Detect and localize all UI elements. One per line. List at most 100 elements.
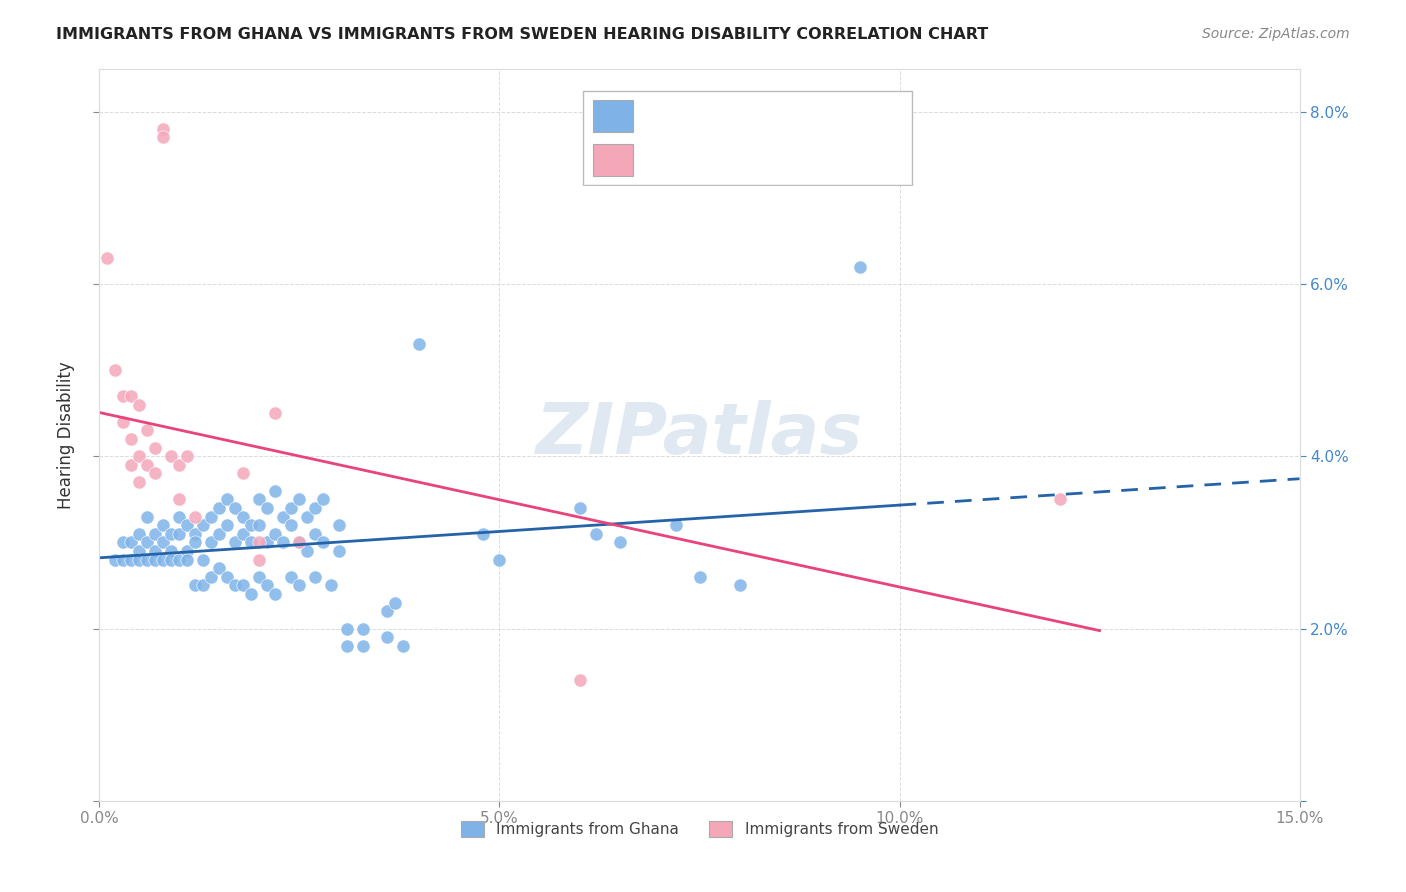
Point — [728, 578, 751, 592]
Point — [176, 518, 198, 533]
Point — [193, 552, 215, 566]
Point — [160, 552, 183, 566]
Point — [169, 509, 191, 524]
Point — [328, 544, 350, 558]
Point — [609, 535, 631, 549]
Point — [136, 509, 159, 524]
Point — [336, 639, 359, 653]
Point — [145, 526, 167, 541]
Point — [232, 467, 254, 481]
Point — [136, 535, 159, 549]
Point — [145, 467, 167, 481]
Point — [145, 441, 167, 455]
Point — [121, 552, 143, 566]
Point — [264, 406, 287, 420]
Point — [200, 509, 222, 524]
Point — [249, 570, 271, 584]
Point — [160, 449, 183, 463]
Point — [136, 458, 159, 472]
Point — [152, 552, 174, 566]
Point — [136, 552, 159, 566]
Point — [240, 535, 263, 549]
Point — [288, 578, 311, 592]
Point — [112, 415, 135, 429]
Point — [488, 552, 510, 566]
Point — [224, 500, 246, 515]
Point — [224, 535, 246, 549]
Point — [169, 458, 191, 472]
Point — [689, 570, 711, 584]
Point — [145, 544, 167, 558]
Point — [249, 492, 271, 507]
Point — [240, 518, 263, 533]
Point — [408, 337, 430, 351]
Point — [273, 535, 295, 549]
Point — [848, 260, 870, 274]
Point — [232, 509, 254, 524]
Point — [128, 449, 150, 463]
Point — [145, 552, 167, 566]
Point — [128, 552, 150, 566]
Point — [249, 518, 271, 533]
Point — [160, 544, 183, 558]
Point — [104, 552, 127, 566]
Point — [208, 526, 231, 541]
Point — [152, 518, 174, 533]
Point — [280, 570, 302, 584]
Point — [353, 622, 375, 636]
Point — [217, 492, 239, 507]
Point — [200, 535, 222, 549]
Point — [280, 500, 302, 515]
Point — [377, 604, 399, 618]
Point — [256, 535, 278, 549]
Point — [288, 535, 311, 549]
Point — [312, 492, 335, 507]
Point — [1049, 492, 1071, 507]
Point — [304, 570, 326, 584]
Point — [217, 518, 239, 533]
Point — [121, 535, 143, 549]
Point — [232, 526, 254, 541]
Point — [568, 500, 591, 515]
Point — [184, 509, 207, 524]
Point — [280, 518, 302, 533]
Point — [128, 526, 150, 541]
Point — [136, 424, 159, 438]
Point — [169, 552, 191, 566]
Point — [240, 587, 263, 601]
Point — [304, 526, 326, 541]
Point — [336, 622, 359, 636]
Point — [193, 518, 215, 533]
Point — [184, 526, 207, 541]
Point — [288, 535, 311, 549]
Point — [392, 639, 415, 653]
Point — [176, 449, 198, 463]
Point — [217, 570, 239, 584]
Point — [184, 578, 207, 592]
Legend: Immigrants from Ghana, Immigrants from Sweden: Immigrants from Ghana, Immigrants from S… — [453, 814, 946, 845]
Point — [224, 578, 246, 592]
Point — [208, 561, 231, 575]
Point — [384, 596, 406, 610]
Point — [112, 389, 135, 403]
Point — [288, 492, 311, 507]
Point — [200, 570, 222, 584]
Point — [256, 500, 278, 515]
Point — [664, 518, 686, 533]
Point — [193, 578, 215, 592]
Point — [568, 673, 591, 688]
Point — [112, 552, 135, 566]
Y-axis label: Hearing Disability: Hearing Disability — [58, 361, 75, 508]
Point — [297, 544, 319, 558]
Point — [121, 389, 143, 403]
Point — [121, 432, 143, 446]
Point — [121, 458, 143, 472]
Point — [184, 535, 207, 549]
Point — [96, 251, 118, 265]
Point — [472, 526, 495, 541]
Point — [152, 121, 174, 136]
Point — [160, 526, 183, 541]
Point — [264, 526, 287, 541]
Point — [273, 509, 295, 524]
Point — [152, 130, 174, 145]
